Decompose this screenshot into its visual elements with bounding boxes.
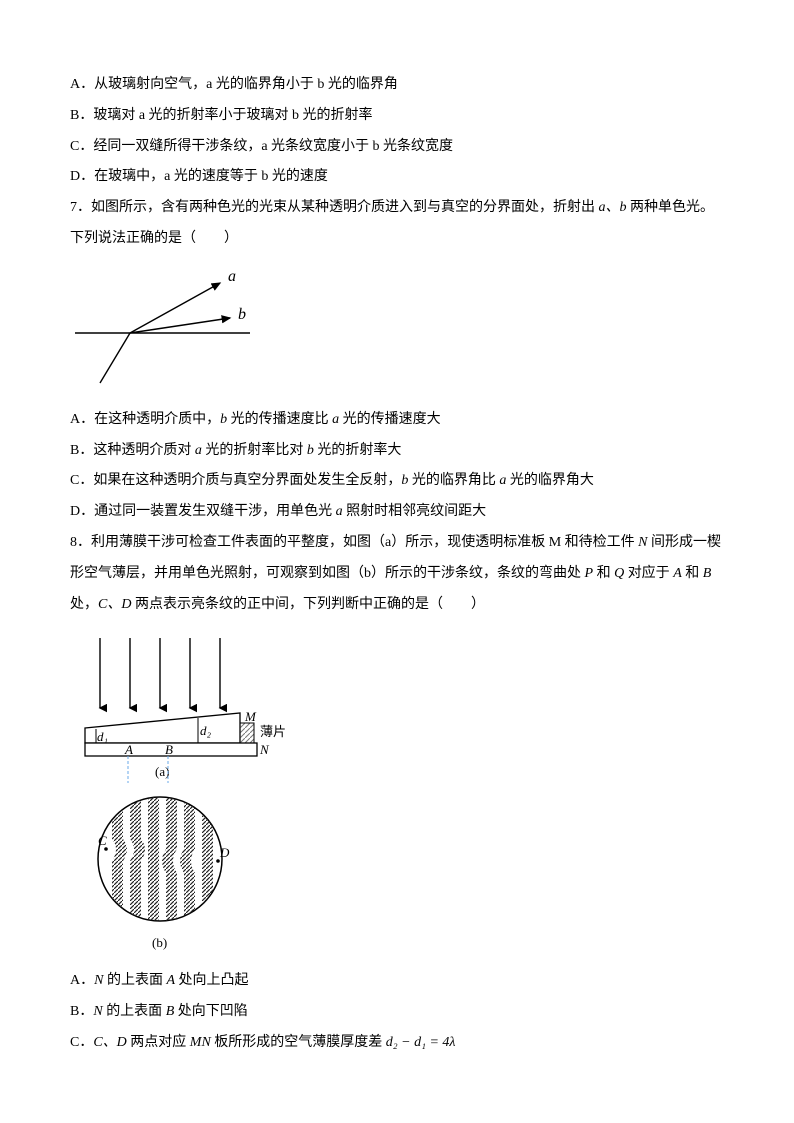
svg-text:d₂: d₂ <box>200 723 212 738</box>
q7-stem: 7．如图所示，含有两种色光的光束从某种透明介质进入到与真空的分界面处，折射出 a… <box>70 193 724 255</box>
q6-optA: A．从玻璃射向空气，a 光的临界角小于 b 光的临界角 <box>70 70 724 101</box>
q7-fig-label-a: a <box>228 268 236 285</box>
svg-text:M: M <box>244 709 257 724</box>
q8-figure-a: d₁ d₂ A B M N 薄片 (a) <box>70 628 724 783</box>
q8-optB: B．N 的上表面 B 处向下凹陷 <box>70 997 724 1028</box>
q8-stem: 8．利用薄膜干涉可检查工件表面的平整度，如图（a）所示，现使透明标准板 M 和待… <box>70 528 724 620</box>
q7-optC: C．如果在这种透明介质与真空分界面处发生全反射，b 光的临界角比 a 光的临界角… <box>70 466 724 497</box>
q8-optC: C．C、D 两点对应 MN 板所形成的空气薄膜厚度差 d₂ − d₁ = 4λ <box>70 1028 724 1059</box>
q6-optD: D．在玻璃中，a 光的速度等于 b 光的速度 <box>70 162 724 193</box>
q8-figure-b: C D (b) <box>70 789 724 954</box>
svg-text:薄片: 薄片 <box>260 724 286 739</box>
q8-figb-caption: (b) <box>152 935 167 950</box>
q7-figure: a b <box>70 263 724 393</box>
q6-optB: B．玻璃对 a 光的折射率小于玻璃对 b 光的折射率 <box>70 101 724 132</box>
q7-stem-ab: a、b <box>599 200 627 215</box>
svg-text:B: B <box>165 742 173 757</box>
q7-fig-label-b: b <box>238 306 246 323</box>
q8-figa-caption: (a) <box>155 764 169 779</box>
svg-text:D: D <box>219 845 230 860</box>
q8-optA: A．N 的上表面 A 处向上凸起 <box>70 966 724 997</box>
q7-optB: B．这种透明介质对 a 光的折射率比对 b 光的折射率大 <box>70 436 724 467</box>
svg-text:A: A <box>124 742 133 757</box>
svg-text:C: C <box>98 833 107 848</box>
q7-optD: D．通过同一装置发生双缝干涉，用单色光 a 照射时相邻亮纹间距大 <box>70 497 724 528</box>
svg-text:N: N <box>259 742 270 757</box>
q6-optC: C．经同一双缝所得干涉条纹，a 光条纹宽度小于 b 光条纹宽度 <box>70 132 724 163</box>
q7-optA: A．在这种透明介质中，b 光的传播速度比 a 光的传播速度大 <box>70 405 724 436</box>
svg-text:d₁: d₁ <box>97 729 108 744</box>
q7-stem-pre: 7．如图所示，含有两种色光的光束从某种透明介质进入到与真空的分界面处，折射出 <box>70 200 599 215</box>
